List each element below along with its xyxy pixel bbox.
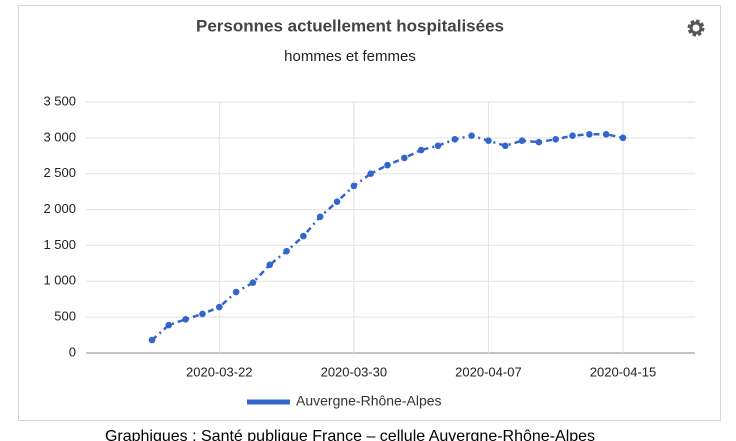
data-point (518, 137, 526, 145)
data-point (485, 137, 492, 145)
y-tick-label: 2 000 (43, 201, 76, 216)
data-point (451, 135, 459, 143)
data-point (266, 261, 274, 269)
data-point (586, 130, 593, 138)
data-point (199, 310, 206, 318)
series-line (151, 133, 624, 342)
data-point (182, 315, 189, 323)
source-note: Graphiques : Santé publique France – cel… (105, 428, 595, 441)
data-point (165, 321, 173, 329)
data-point (232, 288, 240, 296)
data-point (350, 182, 358, 190)
data-point (333, 198, 341, 205)
y-tick-label: 500 (54, 309, 76, 324)
data-point (501, 142, 509, 150)
data-point (367, 170, 374, 178)
data-point (148, 336, 156, 344)
data-point (417, 146, 425, 154)
x-tick-label: 2020-03-30 (321, 364, 388, 379)
data-point (249, 279, 257, 287)
y-tick-label: 0 (69, 344, 76, 359)
data-point (215, 303, 223, 311)
x-tick-label: 2020-03-22 (186, 364, 253, 379)
x-tick-label: 2020-04-15 (590, 364, 657, 379)
settings-icon[interactable] (687, 19, 705, 37)
data-point (384, 161, 391, 169)
chart-title: Personnes actuellement hospitalisées (196, 16, 504, 35)
y-tick-label: 3 000 (43, 129, 76, 144)
data-point (316, 213, 324, 221)
data-point (468, 132, 475, 140)
x-tick-label: 2020-04-07 (455, 364, 522, 379)
y-tick-label: 3 500 (43, 93, 76, 108)
data-point (602, 130, 610, 138)
data-point (283, 247, 290, 255)
chart-subtitle: hommes et femmes (284, 48, 416, 65)
legend-label: Auvergne-Rhône-Alpes (296, 393, 442, 409)
data-point (300, 232, 307, 240)
data-point (552, 135, 560, 143)
data-point (434, 142, 442, 150)
y-tick-label: 1 000 (43, 273, 76, 288)
card (18, 5, 721, 421)
data-point (535, 138, 543, 146)
data-point (401, 154, 408, 162)
data-point (569, 132, 576, 140)
y-tick-label: 1 500 (43, 237, 76, 252)
y-tick-label: 2 500 (43, 165, 76, 180)
data-point (619, 134, 627, 142)
